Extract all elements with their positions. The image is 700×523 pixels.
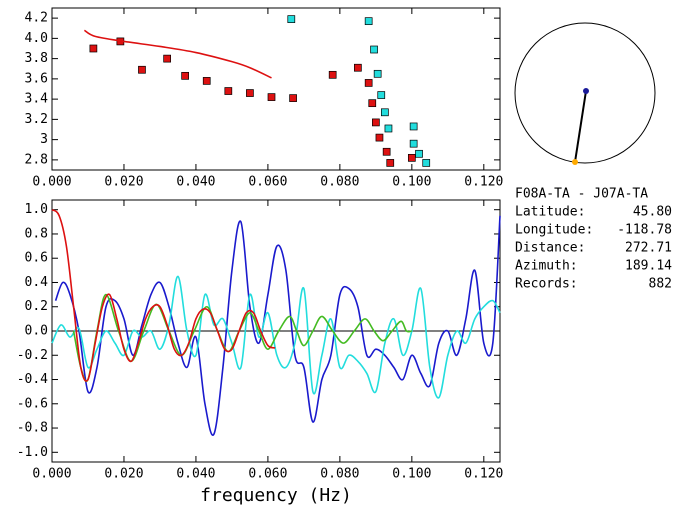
x-tick-label: 0.000 (32, 175, 71, 190)
y-tick-label: 0.6 (25, 251, 48, 266)
info-label: Azimuth: (515, 259, 578, 274)
data-point (138, 65, 146, 74)
info-value: 45.80 (633, 205, 672, 220)
x-tick-label: 0.120 (464, 467, 503, 482)
y-tick-label: 3.2 (25, 112, 48, 127)
data-point (202, 77, 211, 85)
data-point (246, 89, 254, 97)
data-point (364, 17, 373, 26)
info-label: Distance: (515, 241, 585, 256)
data-point (364, 79, 373, 87)
y-tick-label: -0.4 (17, 372, 48, 387)
y-tick-label: -0.8 (17, 421, 48, 436)
y-tick-label: 2.8 (25, 152, 48, 167)
y-tick-label: 3.8 (25, 51, 48, 66)
y-tick-label: -0.2 (17, 348, 48, 363)
y-tick-label: -1.0 (17, 445, 48, 460)
event-dot (572, 159, 578, 165)
x-tick-label: 0.060 (248, 175, 287, 190)
y-tick-label: 0.2 (25, 299, 48, 314)
y-tick-label: 0.8 (25, 226, 48, 241)
data-point (328, 70, 337, 79)
path-line (574, 90, 587, 163)
y-tick-label: 0.4 (25, 275, 49, 290)
info-label: Latitude: (515, 205, 585, 220)
data-point (409, 122, 418, 131)
data-point (181, 71, 189, 80)
y-tick-label: 0.0 (25, 324, 48, 339)
info-value: 882 (649, 277, 672, 292)
data-point (354, 63, 362, 72)
x-tick-label: 0.100 (392, 175, 431, 190)
info-label: Longitude: (515, 223, 593, 238)
info-value: 189.14 (625, 259, 672, 274)
data-line (72, 293, 412, 383)
data-point (289, 94, 297, 102)
data-point (368, 99, 377, 108)
y-tick-label: 4.0 (25, 31, 48, 46)
data-point (267, 93, 276, 101)
y-tick-label: 3 (40, 132, 48, 147)
y-tick-label: 3.4 (25, 92, 49, 107)
data-point (370, 45, 378, 54)
info-label: Records: (515, 277, 578, 292)
data-point (381, 108, 389, 117)
y-tick-label: -0.6 (17, 396, 48, 411)
data-point (409, 139, 418, 148)
data-point (373, 69, 382, 78)
location-map (514, 22, 656, 165)
data-point (224, 87, 233, 95)
data-point (386, 159, 395, 167)
data-line (51, 209, 276, 382)
x-axis-label: frequency (Hz) (200, 485, 352, 506)
x-tick-label: 0.000 (32, 467, 71, 482)
info-value: -118.78 (617, 223, 672, 238)
x-tick-label: 0.060 (248, 467, 287, 482)
y-tick-label: 3.6 (25, 71, 48, 86)
data-line (51, 275, 501, 399)
data-point (382, 147, 391, 156)
map-circle (514, 22, 656, 164)
x-tick-label: 0.020 (104, 467, 143, 482)
x-tick-label: 0.080 (320, 467, 359, 482)
data-line (83, 29, 272, 79)
info-title: F08A-TA - J07A-TA (515, 187, 648, 202)
data-point (407, 154, 416, 162)
data-point (287, 15, 296, 23)
data-point (375, 133, 384, 142)
x-tick-label: 0.040 (176, 467, 215, 482)
data-line (54, 215, 501, 437)
y-tick-label: 1.0 (25, 202, 48, 217)
x-tick-label: 0.100 (392, 467, 431, 482)
data-point (372, 118, 380, 127)
plot-frame (51, 7, 501, 171)
data-point (422, 159, 431, 167)
x-tick-label: 0.040 (176, 175, 215, 190)
data-point (89, 44, 98, 53)
data-point (377, 91, 386, 99)
data-point (163, 54, 171, 63)
data-point (384, 124, 393, 133)
x-tick-label: 0.080 (320, 175, 359, 190)
info-value: 272.71 (625, 241, 672, 256)
station-dot (583, 88, 589, 94)
x-tick-label: 0.120 (464, 175, 503, 190)
x-tick-label: 0.020 (104, 175, 143, 190)
y-tick-label: 4.2 (25, 11, 48, 26)
data-point (415, 149, 423, 158)
